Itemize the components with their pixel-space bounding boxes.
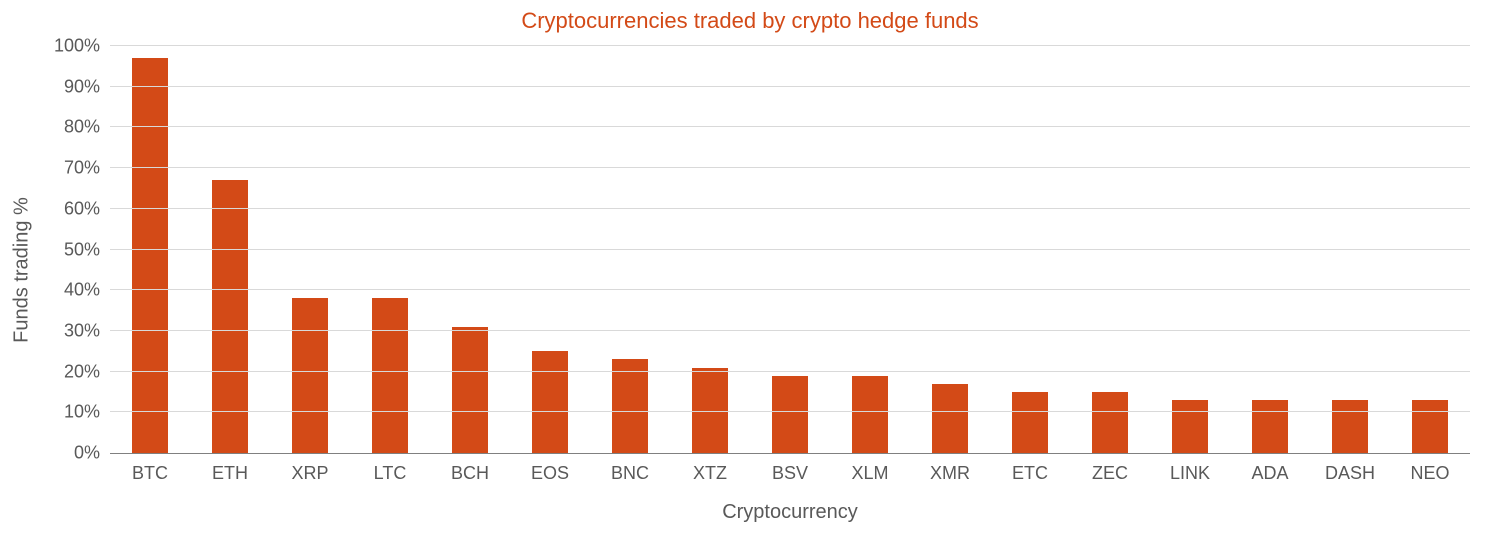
x-tick-label: XTZ [693, 453, 727, 484]
y-tick-label: 0% [74, 443, 110, 464]
grid-line [110, 249, 1470, 250]
plot-area: BTCETHXRPLTCBCHEOSBNCXTZBSVXLMXMRETCZECL… [110, 46, 1470, 454]
bar [532, 351, 567, 453]
bar-slot: BNC [590, 46, 670, 453]
bar-slot: XTZ [670, 46, 750, 453]
bar-slot: XLM [830, 46, 910, 453]
x-tick-label: LINK [1170, 453, 1210, 484]
bar-slot: LTC [350, 46, 430, 453]
bar [932, 384, 967, 453]
bar-slot: BCH [430, 46, 510, 453]
x-tick-label: EOS [531, 453, 569, 484]
y-tick-label: 90% [64, 76, 110, 97]
bar-slot: XMR [910, 46, 990, 453]
bar-slot: ADA [1230, 46, 1310, 453]
x-tick-label: XMR [930, 453, 970, 484]
bar [452, 327, 487, 453]
x-tick-label: BCH [451, 453, 489, 484]
bar-slot: ZEC [1070, 46, 1150, 453]
bar [772, 376, 807, 453]
bars-layer: BTCETHXRPLTCBCHEOSBNCXTZBSVXLMXMRETCZECL… [110, 46, 1470, 453]
x-tick-label: LTC [374, 453, 407, 484]
bar-slot: BSV [750, 46, 830, 453]
y-tick-label: 60% [64, 198, 110, 219]
bar [852, 376, 887, 453]
x-axis-title: Cryptocurrency [110, 501, 1470, 524]
x-tick-label: ETH [212, 453, 248, 484]
bar [1332, 400, 1367, 453]
y-tick-label: 20% [64, 361, 110, 382]
bar [132, 58, 167, 453]
bar [1012, 392, 1047, 453]
y-tick-label: 80% [64, 117, 110, 138]
x-tick-label: ETC [1012, 453, 1048, 484]
x-tick-label: ZEC [1092, 453, 1128, 484]
x-tick-label: BNC [611, 453, 649, 484]
grid-line [110, 411, 1470, 412]
chart-container: Cryptocurrencies traded by crypto hedge … [0, 0, 1500, 540]
bar-slot: ETH [190, 46, 270, 453]
bar-slot: BTC [110, 46, 190, 453]
bar-slot: NEO [1390, 46, 1470, 453]
bar-slot: XRP [270, 46, 350, 453]
bar [292, 298, 327, 453]
grid-line [110, 167, 1470, 168]
grid-line [110, 289, 1470, 290]
y-tick-label: 40% [64, 280, 110, 301]
bar [612, 359, 647, 453]
y-tick-label: 30% [64, 320, 110, 341]
bar-slot: DASH [1310, 46, 1390, 453]
x-tick-label: NEO [1410, 453, 1449, 484]
y-tick-label: 100% [54, 36, 110, 57]
x-tick-label: BSV [772, 453, 808, 484]
x-tick-label: BTC [132, 453, 168, 484]
bar-slot: LINK [1150, 46, 1230, 453]
bar [372, 298, 407, 453]
y-tick-label: 50% [64, 239, 110, 260]
chart-title: Cryptocurrencies traded by crypto hedge … [0, 8, 1500, 34]
x-tick-label: DASH [1325, 453, 1375, 484]
grid-line [110, 208, 1470, 209]
y-tick-label: 10% [64, 402, 110, 423]
grid-line [110, 126, 1470, 127]
y-axis-title: Funds trading % [11, 197, 34, 343]
x-tick-label: ADA [1251, 453, 1288, 484]
grid-line [110, 330, 1470, 331]
x-tick-label: XLM [851, 453, 888, 484]
bar-slot: ETC [990, 46, 1070, 453]
y-tick-label: 70% [64, 158, 110, 179]
bar [692, 368, 727, 453]
x-tick-label: XRP [291, 453, 328, 484]
bar-slot: EOS [510, 46, 590, 453]
bar [1092, 392, 1127, 453]
bar [1412, 400, 1447, 453]
bar [1252, 400, 1287, 453]
bar [1172, 400, 1207, 453]
grid-line [110, 86, 1470, 87]
grid-line [110, 371, 1470, 372]
grid-line [110, 45, 1470, 46]
